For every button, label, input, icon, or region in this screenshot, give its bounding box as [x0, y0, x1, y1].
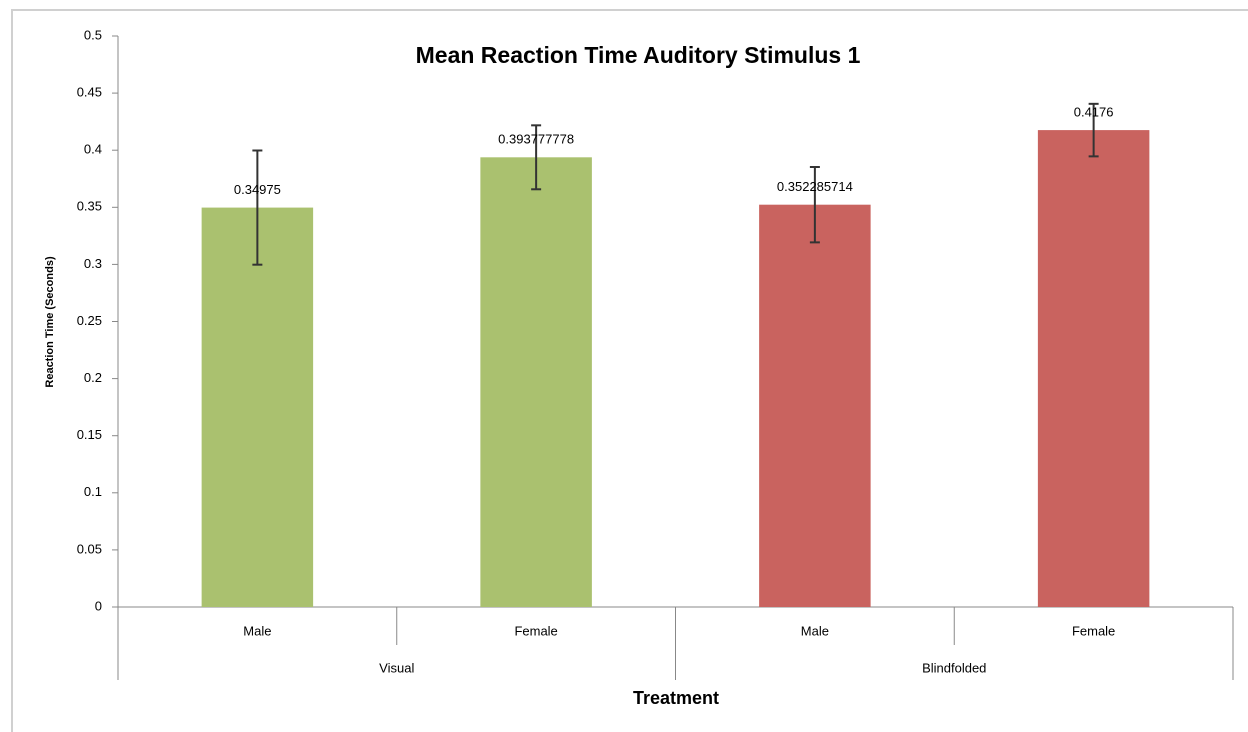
x-tick-label: Male	[243, 623, 271, 638]
y-tick-label: 0.1	[84, 484, 102, 499]
value-label: 0.4176	[1074, 105, 1114, 120]
y-tick-label: 0	[95, 598, 102, 613]
bar	[1037, 130, 1150, 607]
group-label: Blindfolded	[922, 660, 986, 675]
value-label: 0.352285714	[777, 179, 853, 194]
x-tick-label: Female	[514, 623, 557, 638]
y-tick-label: 0.2	[84, 370, 102, 385]
chart-title: Mean Reaction Time Auditory Stimulus 1	[416, 42, 861, 68]
error-bar	[809, 166, 820, 244]
error-bar	[531, 124, 542, 191]
x-tick-label: Male	[801, 623, 829, 638]
bar	[759, 204, 871, 608]
chart-frame	[11, 9, 1248, 732]
bar	[480, 157, 592, 607]
bar	[201, 207, 314, 607]
y-axis-title: Reaction Time (Seconds)	[44, 256, 56, 388]
error-bar	[1088, 102, 1099, 158]
value-label: 0.34975	[234, 182, 281, 197]
y-tick-label: 0.25	[77, 313, 102, 328]
y-tick-label: 0.35	[77, 199, 102, 214]
y-tick-label: 0.3	[84, 256, 102, 271]
y-tick-label: 0.45	[77, 85, 102, 100]
error-bar	[252, 149, 263, 266]
x-axis-title: Treatment	[633, 688, 719, 708]
y-tick-label: 0.05	[77, 541, 102, 556]
y-tick-label: 0.5	[84, 27, 102, 42]
group-label: Visual	[379, 660, 414, 675]
value-label: 0.393777778	[498, 132, 574, 147]
x-tick-label: Female	[1072, 623, 1115, 638]
y-tick-label: 0.15	[77, 427, 102, 442]
y-tick-label: 0.4	[84, 142, 102, 157]
